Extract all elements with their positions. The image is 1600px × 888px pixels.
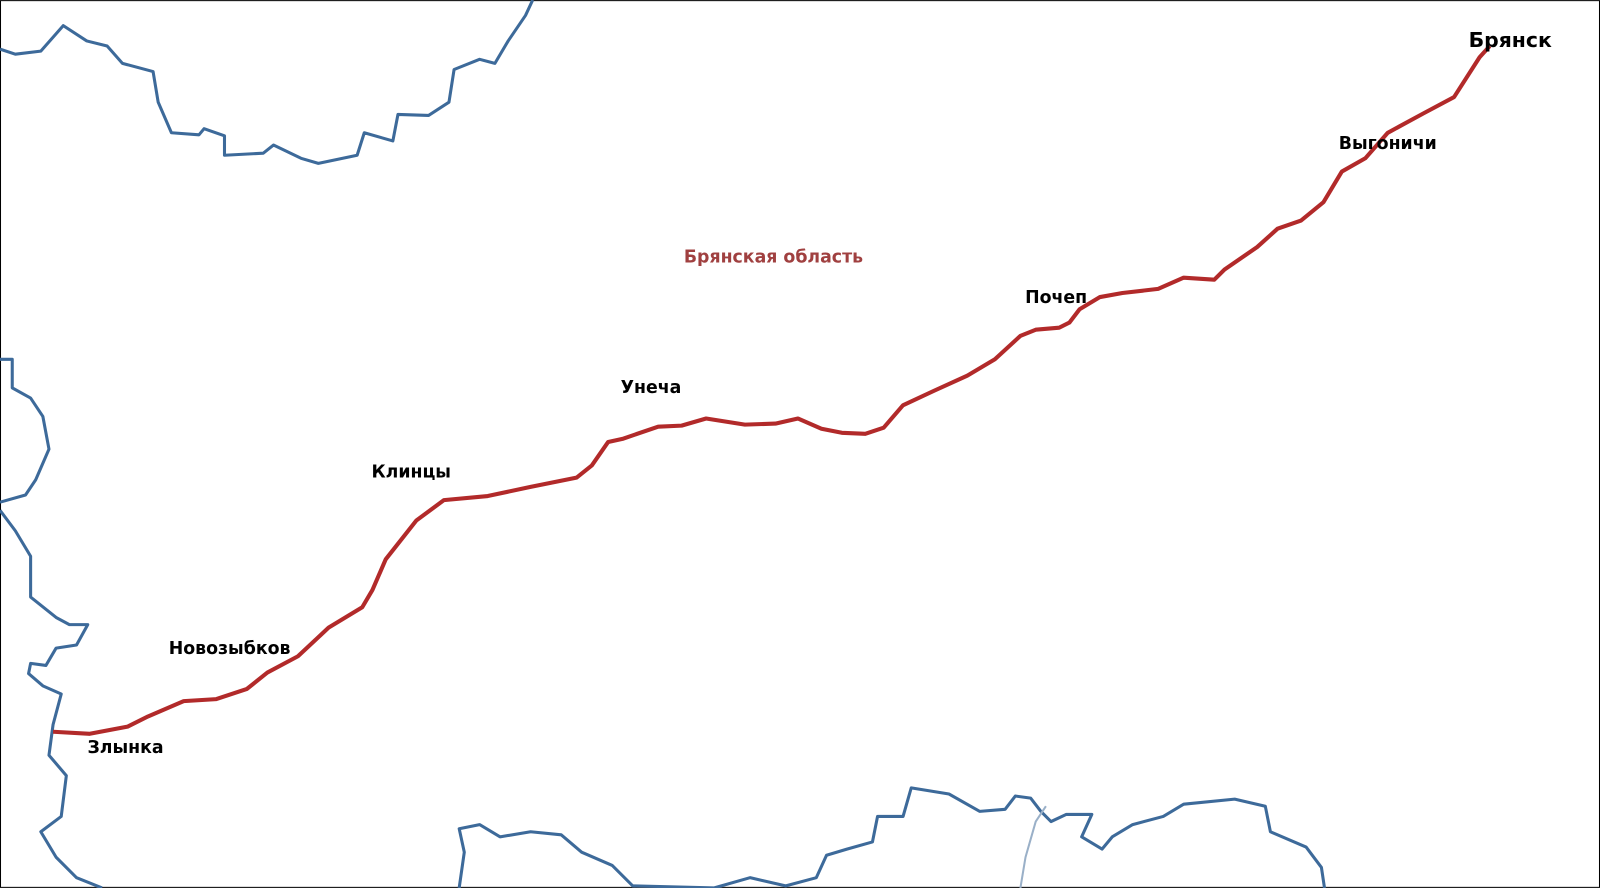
city-label: Выгоничи	[1339, 134, 1437, 154]
border	[0, 509, 103, 888]
city-label: Брянск	[1469, 28, 1552, 52]
city-label: Новозыбков	[169, 639, 291, 659]
river	[1019, 805, 1047, 888]
city-label: Унеча	[621, 378, 682, 398]
region-label: Брянская область	[684, 247, 863, 267]
border	[457, 786, 1327, 888]
city-label: Почеп	[1025, 288, 1087, 308]
city-label: Злынка	[87, 738, 163, 758]
border	[0, 0, 535, 165]
railway	[52, 44, 1492, 736]
border	[0, 357, 51, 504]
city-label: Клинцы	[371, 463, 450, 483]
